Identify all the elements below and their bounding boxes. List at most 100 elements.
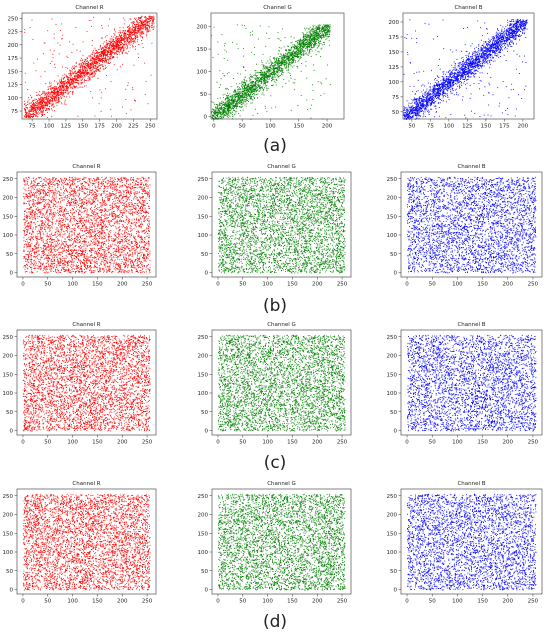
scatter-point bbox=[293, 37, 295, 39]
scatter-point bbox=[329, 32, 331, 34]
scatter-point bbox=[65, 84, 67, 86]
scatter-point bbox=[100, 44, 102, 46]
scatter-point bbox=[85, 79, 86, 81]
scatter-point bbox=[254, 87, 256, 89]
scatter-point bbox=[124, 44, 125, 46]
scatter-point bbox=[268, 67, 270, 68]
scatter-point bbox=[77, 80, 79, 81]
scatter-point bbox=[32, 113, 33, 115]
scatter-point bbox=[125, 38, 126, 39]
scatter-point bbox=[121, 43, 123, 44]
scatter-point bbox=[149, 27, 150, 29]
scatter-point bbox=[149, 20, 151, 22]
scatter-point bbox=[328, 34, 330, 35]
scatter-point bbox=[297, 61, 299, 63]
scatter-point bbox=[99, 61, 101, 62]
scatter-point bbox=[228, 97, 230, 99]
scatter-point bbox=[29, 115, 31, 117]
scatter-point bbox=[59, 83, 61, 85]
scatter-point bbox=[63, 83, 64, 85]
scatter-point bbox=[102, 65, 104, 67]
scatter-point bbox=[33, 104, 34, 105]
scatter-point bbox=[285, 48, 287, 50]
scatter-point bbox=[260, 73, 262, 75]
scatter-point bbox=[65, 87, 67, 89]
scatter-point bbox=[288, 71, 290, 73]
scatter-point bbox=[303, 40, 305, 42]
scatter-point bbox=[250, 82, 252, 84]
scatter-point bbox=[152, 26, 154, 28]
scatter-point bbox=[116, 50, 118, 52]
scatter-point bbox=[47, 104, 49, 105]
scatter-point bbox=[325, 25, 327, 27]
scatter-point bbox=[56, 95, 58, 97]
scatter-point bbox=[310, 29, 312, 31]
scatter-point bbox=[73, 65, 75, 67]
scatter-point bbox=[80, 86, 82, 88]
scatter-point bbox=[288, 54, 290, 56]
scatter-point bbox=[258, 80, 260, 82]
scatter-point bbox=[67, 82, 69, 83]
x-tick-label: 125 bbox=[61, 124, 72, 130]
scatter-point bbox=[61, 23, 63, 25]
scatter-point bbox=[119, 47, 121, 49]
scatter-point bbox=[312, 40, 313, 42]
scatter-point bbox=[317, 37, 319, 39]
scatter-point bbox=[104, 50, 106, 52]
scatter-point bbox=[59, 86, 61, 87]
scatter-point bbox=[273, 79, 275, 81]
scatter-point bbox=[311, 104, 313, 106]
scatter-point bbox=[41, 97, 43, 99]
scatter-point bbox=[113, 38, 115, 40]
scatter-point bbox=[47, 108, 49, 109]
scatter-point bbox=[256, 74, 258, 76]
scatter-point bbox=[59, 44, 61, 46]
scatter-point bbox=[83, 63, 85, 65]
scatter-point bbox=[55, 96, 57, 97]
scatter-point bbox=[52, 93, 54, 95]
scatter-point bbox=[153, 19, 155, 21]
scatter-point bbox=[135, 48, 136, 50]
scatter-point bbox=[130, 32, 132, 33]
scatter-point bbox=[89, 63, 91, 65]
scatter-point bbox=[271, 79, 273, 81]
scatter-point bbox=[135, 29, 137, 30]
scatter-point bbox=[275, 82, 277, 84]
scatter-point bbox=[121, 47, 123, 49]
scatter-point bbox=[44, 102, 46, 103]
scatter-point bbox=[270, 62, 272, 64]
scatter-point bbox=[235, 100, 237, 102]
scatter-point bbox=[218, 107, 220, 109]
scatter-point bbox=[139, 31, 141, 33]
scatter-point bbox=[122, 38, 124, 40]
scatter-point bbox=[91, 63, 93, 65]
scatter-point bbox=[254, 47, 255, 49]
scatter-point bbox=[125, 113, 127, 115]
scatter-point bbox=[266, 85, 268, 86]
scatter-point bbox=[48, 81, 50, 83]
scatter-point bbox=[105, 62, 107, 64]
scatter-point bbox=[99, 46, 101, 48]
scatter-point bbox=[68, 87, 70, 89]
scatter-point bbox=[35, 114, 37, 116]
scatter-point bbox=[32, 117, 34, 118]
scatter-point bbox=[147, 27, 149, 29]
scatter-point bbox=[298, 51, 300, 53]
scatter-point bbox=[326, 64, 328, 66]
scatter-point bbox=[329, 28, 331, 29]
scatter-point bbox=[258, 77, 260, 79]
scatter-point bbox=[266, 77, 268, 79]
scatter-point bbox=[302, 37, 304, 39]
scatter-point bbox=[126, 45, 128, 47]
scatter-point bbox=[70, 87, 71, 89]
scatter-point bbox=[256, 75, 257, 77]
scatter-point bbox=[120, 49, 122, 51]
scatter-point bbox=[116, 42, 118, 44]
scatter-point bbox=[269, 65, 271, 67]
scatter-point bbox=[119, 29, 121, 31]
scatter-point bbox=[52, 98, 53, 100]
scatter-point bbox=[129, 31, 131, 33]
scatter-point bbox=[144, 24, 146, 25]
scatter-point bbox=[293, 44, 295, 46]
scatter-point bbox=[244, 101, 246, 103]
